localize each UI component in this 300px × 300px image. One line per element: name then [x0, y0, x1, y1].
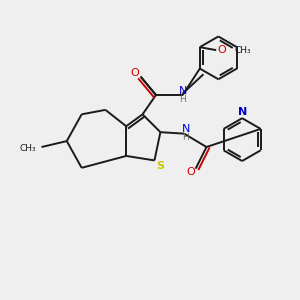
Text: H: H [179, 95, 186, 104]
Text: O: O [131, 68, 140, 78]
Text: N: N [238, 107, 247, 117]
Text: S: S [156, 161, 164, 171]
Text: CH₃: CH₃ [234, 46, 250, 55]
Text: O: O [217, 45, 226, 55]
Text: N: N [178, 85, 187, 96]
Text: H: H [182, 133, 189, 142]
Text: O: O [186, 167, 195, 177]
Text: CH₃: CH₃ [20, 144, 36, 153]
Text: N: N [182, 124, 190, 134]
